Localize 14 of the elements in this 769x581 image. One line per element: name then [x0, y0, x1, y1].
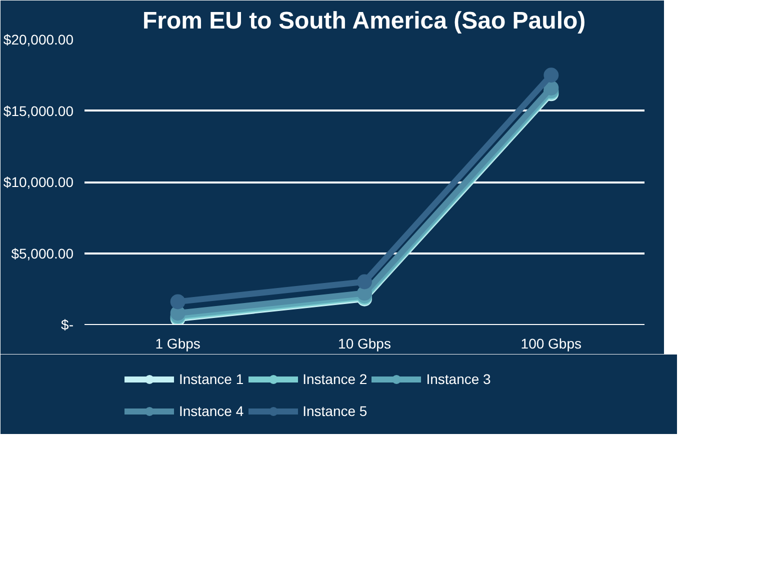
x-tick-label: 10 Gbps [338, 336, 391, 352]
legend-label: Instance 3 [426, 371, 491, 387]
y-tick-label: $5,000.00 [11, 245, 74, 262]
x-tick-label: 100 Gbps [520, 336, 582, 352]
chart-title: From EU to South America (Sao Paulo) [142, 8, 586, 34]
y-tick-label: $20,000.00 [3, 32, 74, 48]
y-tick-label: $- [61, 316, 74, 332]
legend-label: Instance 1 [179, 371, 244, 387]
legend-label: Instance 4 [179, 403, 244, 419]
y-tick-label: $15,000.00 [3, 102, 74, 119]
y-tick-label: $10,000.00 [3, 174, 74, 190]
x-tick-label: 1 Gbps [155, 336, 200, 352]
legend-label: Instance 5 [302, 403, 368, 419]
legend-label: Instance 2 [302, 371, 368, 387]
